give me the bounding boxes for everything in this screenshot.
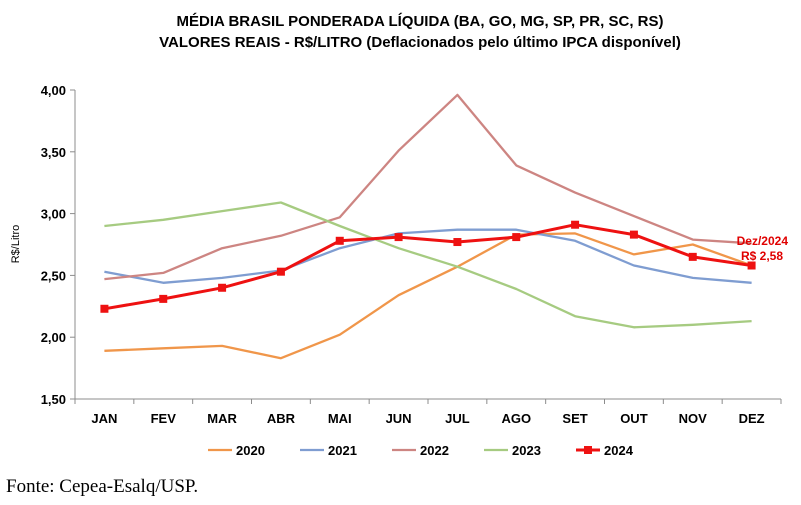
chart-title: MÉDIA BRASIL PONDERADA LÍQUIDA (BA, GO, …: [177, 13, 664, 30]
legend-label-2023: 2023: [512, 443, 541, 458]
line-chart: MÉDIA BRASIL PONDERADA LÍQUIDA (BA, GO, …: [10, 13, 789, 458]
y-tick-label: 3,00: [41, 207, 66, 222]
series-line-2021: [104, 228, 752, 284]
annotation-label: Dez/2024: [737, 234, 789, 248]
x-tick-label: MAI: [328, 411, 352, 426]
data-point-2024: [453, 238, 462, 247]
data-point-2024: [571, 220, 580, 229]
data-point-2024: [394, 233, 403, 242]
legend-label-2021: 2021: [328, 443, 357, 458]
data-point-2024: [512, 233, 521, 242]
data-point-2024: [100, 304, 109, 313]
legend-label-2024: 2024: [604, 443, 634, 458]
x-tick-label: NOV: [679, 411, 708, 426]
legend-marker-2024: [584, 446, 592, 454]
y-tick-label: 3,50: [41, 145, 66, 160]
legend-label-2022: 2022: [420, 443, 449, 458]
series-line-2022: [104, 93, 752, 281]
series-line-2024: [104, 223, 752, 311]
y-tick-label: 2,50: [41, 268, 66, 283]
x-tick-label: ABR: [267, 411, 296, 426]
x-tick-label: OUT: [620, 411, 648, 426]
x-tick-label: JUN: [386, 411, 412, 426]
annotation-value: R$ 2,58: [741, 249, 783, 263]
series-line-2023: [104, 201, 752, 329]
legend-label-2020: 2020: [236, 443, 265, 458]
data-point-2024: [218, 283, 227, 292]
x-tick-label: JAN: [91, 411, 117, 426]
data-point-2024: [629, 230, 638, 239]
source-note: Fonte: Cepea-Esalq/USP.: [6, 476, 199, 497]
x-tick-label: JUL: [445, 411, 470, 426]
y-tick-label: 2,00: [41, 330, 66, 345]
x-tick-label: SET: [562, 411, 587, 426]
x-tick-label: AGO: [501, 411, 531, 426]
x-tick-label: DEZ: [739, 411, 765, 426]
data-point-2024: [747, 261, 756, 270]
y-tick-label: 4,00: [41, 83, 66, 98]
data-point-2024: [276, 267, 285, 276]
data-point-2024: [159, 294, 168, 303]
y-tick-label: 1,50: [41, 392, 66, 407]
data-point-2024: [335, 236, 344, 245]
series-line-2020: [104, 232, 752, 360]
data-point-2024: [688, 252, 697, 261]
y-axis-label: R$/Litro: [10, 225, 22, 264]
x-tick-label: MAR: [207, 411, 237, 426]
chart-subtitle: VALORES REAIS - R$/LITRO (Deflacionados …: [159, 34, 681, 51]
x-tick-label: FEV: [151, 411, 177, 426]
